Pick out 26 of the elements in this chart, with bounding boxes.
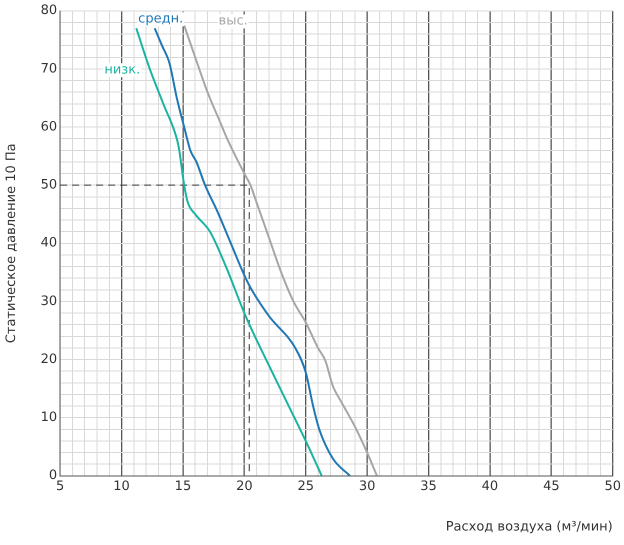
y-tick-label: 40 xyxy=(40,236,58,251)
line-series xyxy=(154,27,351,476)
x-tick-label: 20 xyxy=(236,478,253,494)
y-axis-title: Статическое давление 10 Па xyxy=(4,143,20,344)
x-tick-label: 45 xyxy=(543,478,560,494)
x-axis-title: Расход воздуха (м³/мин) xyxy=(446,520,613,535)
y-tick-label: 20 xyxy=(40,352,58,367)
y-tick-label: 30 xyxy=(40,294,58,309)
x-tick-label: 10 xyxy=(113,478,130,494)
x-tick-label: 15 xyxy=(174,478,192,494)
x-tick-label: 50 xyxy=(604,478,621,494)
x-tick-label: 35 xyxy=(420,478,437,494)
x-tick-label: 40 xyxy=(482,478,498,494)
y-tick-label: 50 xyxy=(40,178,58,193)
y-tick-label: 10 xyxy=(40,410,58,426)
x-tick-label: 5 xyxy=(56,478,64,494)
text: выс. xyxy=(218,14,248,29)
series-label: средн. xyxy=(138,12,184,27)
y-tick-label: 70 xyxy=(40,61,58,76)
series-label: низк. xyxy=(104,62,140,78)
line-series xyxy=(183,24,378,476)
x-tick-label: 25 xyxy=(297,478,314,494)
y-tick-label: 80 xyxy=(40,3,58,18)
x-tick-label: 30 xyxy=(358,478,376,494)
y-tick-label: 60 xyxy=(40,119,58,134)
y-tick-label: 0 xyxy=(48,468,58,484)
